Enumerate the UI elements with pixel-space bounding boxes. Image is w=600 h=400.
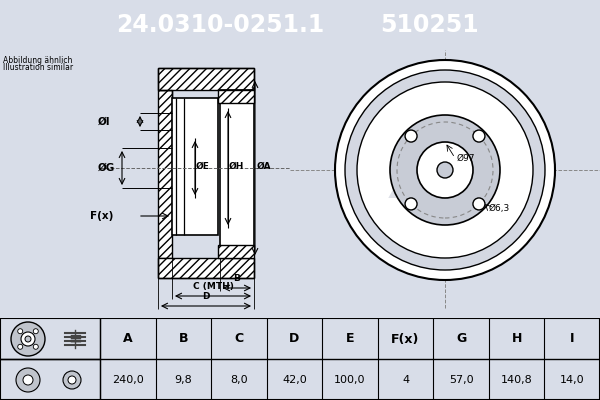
- Text: 14,0: 14,0: [560, 375, 584, 385]
- Text: ØI: ØI: [98, 117, 110, 127]
- Text: G: G: [456, 332, 466, 346]
- Circle shape: [63, 371, 81, 389]
- Text: H: H: [511, 332, 522, 346]
- Text: F(x): F(x): [90, 211, 113, 221]
- Text: Ø97: Ø97: [457, 154, 476, 162]
- Text: E: E: [346, 332, 354, 346]
- Circle shape: [25, 336, 31, 342]
- Text: B: B: [179, 332, 188, 346]
- Circle shape: [405, 198, 417, 210]
- Text: 42,0: 42,0: [282, 375, 307, 385]
- Text: 4: 4: [402, 375, 409, 385]
- Text: C (MTH): C (MTH): [193, 282, 233, 291]
- Circle shape: [68, 376, 76, 384]
- Text: 240,0: 240,0: [112, 375, 143, 385]
- Bar: [220, 90, 254, 258]
- Bar: [158, 90, 172, 258]
- Text: A: A: [123, 332, 133, 346]
- Circle shape: [23, 375, 33, 385]
- Text: ØG: ØG: [98, 163, 115, 173]
- Circle shape: [335, 60, 555, 280]
- Circle shape: [473, 130, 485, 142]
- Text: ØE: ØE: [196, 162, 210, 170]
- Bar: [158, 258, 254, 278]
- Text: ØH: ØH: [229, 162, 244, 170]
- Circle shape: [16, 368, 40, 392]
- Text: Abbildung ähnlich: Abbildung ähnlich: [3, 56, 73, 65]
- Text: 9,8: 9,8: [175, 375, 192, 385]
- Text: Ate: Ate: [391, 164, 469, 206]
- Text: 140,8: 140,8: [501, 375, 533, 385]
- Text: I: I: [570, 332, 574, 346]
- Circle shape: [357, 82, 533, 258]
- Text: D: D: [202, 292, 210, 301]
- Circle shape: [345, 70, 545, 270]
- Bar: [218, 245, 254, 258]
- Circle shape: [437, 162, 453, 178]
- Circle shape: [390, 115, 500, 225]
- Text: Ø6,3: Ø6,3: [489, 204, 510, 214]
- Circle shape: [33, 344, 38, 349]
- Text: 510251: 510251: [380, 13, 479, 37]
- Circle shape: [417, 142, 473, 198]
- Circle shape: [18, 329, 23, 334]
- Circle shape: [33, 329, 38, 334]
- Text: 100,0: 100,0: [334, 375, 366, 385]
- Circle shape: [473, 198, 485, 210]
- Bar: [218, 90, 254, 103]
- Bar: [172, 98, 218, 235]
- Circle shape: [11, 322, 45, 356]
- Circle shape: [21, 332, 35, 346]
- Text: 8,0: 8,0: [230, 375, 248, 385]
- Text: B: B: [233, 274, 241, 283]
- Text: D: D: [289, 332, 299, 346]
- Text: Illustration similar: Illustration similar: [3, 63, 73, 72]
- Text: C: C: [235, 332, 244, 346]
- Circle shape: [18, 344, 23, 349]
- Circle shape: [405, 130, 417, 142]
- Text: 24.0310-0251.1: 24.0310-0251.1: [116, 13, 324, 37]
- Text: ≡: ≡: [68, 330, 82, 348]
- Text: F(x): F(x): [391, 332, 420, 346]
- Text: 57,0: 57,0: [449, 375, 473, 385]
- Bar: [158, 68, 254, 90]
- Text: ØA: ØA: [257, 162, 272, 170]
